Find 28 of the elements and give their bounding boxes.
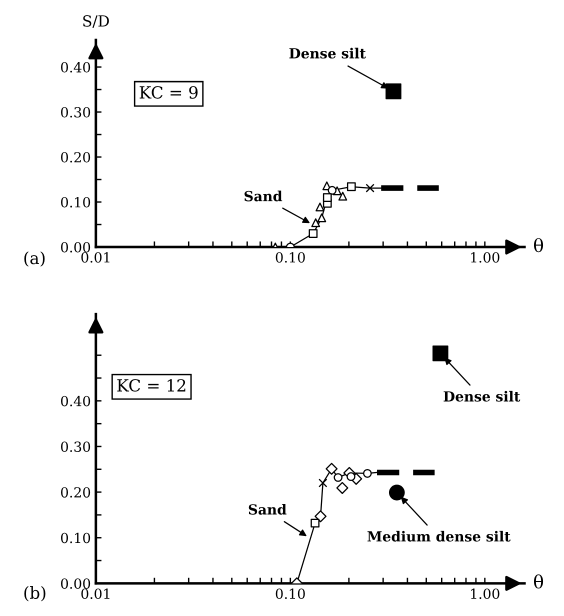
y-tick-label: 0.40 xyxy=(61,396,90,406)
annotation: Sand xyxy=(244,190,282,202)
x-tick-label: 0.10 xyxy=(276,252,305,263)
y-tick-label: 0.40 xyxy=(61,62,90,73)
y-tick-label: 0.10 xyxy=(61,532,90,544)
y-tick-label: 0.30 xyxy=(61,441,90,452)
x-axis-title: θ xyxy=(534,574,544,589)
annotation: KC = 12 xyxy=(117,379,186,392)
x-tick-label: 1.00 xyxy=(471,588,500,599)
x-tick-label: 1.00 xyxy=(471,252,500,263)
text: Dense silt xyxy=(289,48,366,59)
y-axis-title: S/D xyxy=(83,15,109,28)
text: (a) xyxy=(24,251,45,267)
y-tick-label: 0.00 xyxy=(61,242,90,252)
y-tick-label: 0.00 xyxy=(61,578,90,589)
y-tick-label: 0.30 xyxy=(61,107,90,118)
legend-label: Medium dense silt xyxy=(368,530,511,542)
annotation: Sand xyxy=(248,504,286,515)
y-tick-label: 0.20 xyxy=(61,487,90,498)
annotation: KC = 9 xyxy=(140,86,198,99)
y-tick-label: 0.20 xyxy=(61,152,90,162)
x-axis-title: θ xyxy=(534,238,544,252)
x-tick-label: 0.01 xyxy=(81,588,110,599)
x-tick-label: 0.01 xyxy=(81,252,110,263)
x-tick-label: 0.10 xyxy=(276,588,305,599)
y-tick-label: 0.10 xyxy=(61,196,90,208)
text: (b) xyxy=(24,586,46,602)
legend-label: Dense silt xyxy=(444,390,520,402)
